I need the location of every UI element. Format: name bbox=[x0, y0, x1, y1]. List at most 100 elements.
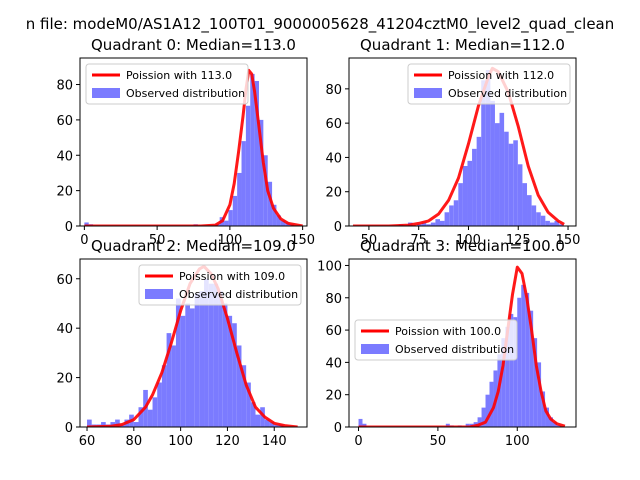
legend-bar-swatch bbox=[145, 289, 173, 299]
histogram-bar bbox=[180, 315, 186, 427]
y-tick-label: 60 bbox=[56, 114, 73, 129]
legend-label-poisson: Poission with 109.0 bbox=[179, 270, 285, 283]
histogram-bar bbox=[430, 222, 436, 226]
histogram-bar bbox=[161, 365, 167, 427]
y-tick-label: 60 bbox=[56, 273, 73, 288]
histogram-bar bbox=[525, 292, 530, 427]
subplot-quadrant-0: 0 50 100 150 0 20 40 60 80 Quadrant 0: Median=113… bbox=[56, 36, 315, 248]
subplot-quadrant-2: 60 80 100 120 140 0 20 40 60 Quadrant 2: Median=1… bbox=[56, 237, 308, 449]
axes-frame bbox=[348, 258, 577, 428]
x-tick-label: 0 bbox=[354, 434, 362, 449]
legend-box bbox=[85, 63, 249, 105]
histogram-bar bbox=[527, 195, 532, 226]
legend-label-poisson: Poission with 100.0 bbox=[395, 325, 501, 338]
histogram-bar bbox=[445, 423, 450, 427]
x-tick-label: 75 bbox=[410, 233, 427, 248]
legend: Poission with 112.0 Observed distribution bbox=[407, 63, 571, 105]
histogram-bar bbox=[84, 222, 89, 226]
subplot-quadrant-1: 50 75 100 125 150 0 20 40 60 80 Quadrant 1: Median… bbox=[325, 36, 580, 248]
histogram-bar bbox=[485, 70, 491, 226]
histogram-bar bbox=[263, 155, 268, 226]
histogram-bar bbox=[245, 105, 251, 226]
histogram-bar bbox=[552, 422, 557, 427]
histogram-bar bbox=[115, 419, 120, 427]
x-tick-label: 140 bbox=[262, 434, 287, 449]
figure-suptitle: n file: modeM0/AS1A12_100T01_9000005628_… bbox=[25, 15, 615, 33]
histogram-bar bbox=[358, 418, 363, 427]
histogram-bar bbox=[504, 131, 509, 226]
histogram-bar bbox=[529, 310, 534, 427]
axes-frame bbox=[79, 258, 308, 428]
histogram-bar bbox=[272, 204, 277, 226]
histogram-bar bbox=[227, 315, 233, 427]
histogram-bar bbox=[465, 423, 470, 427]
histogram-bar bbox=[280, 220, 286, 226]
histogram-bar bbox=[472, 148, 477, 226]
histogram-bar bbox=[189, 308, 195, 427]
legend-label-poisson: Poission with 112.0 bbox=[448, 69, 554, 82]
y-tick-label: 20 bbox=[325, 186, 342, 201]
histogram-bar bbox=[218, 291, 223, 427]
y-tick-label: 0 bbox=[65, 220, 73, 235]
plot-area bbox=[84, 68, 303, 226]
histogram-bar bbox=[531, 205, 537, 226]
y-tick-label: 40 bbox=[56, 322, 73, 337]
histogram-bar bbox=[449, 205, 454, 226]
y-tick-label: 20 bbox=[56, 185, 73, 200]
x-tick-label: 150 bbox=[556, 233, 581, 248]
histogram-bar bbox=[481, 407, 486, 427]
histogram-bar bbox=[185, 303, 190, 427]
histogram-bar bbox=[559, 224, 564, 226]
histogram-bar bbox=[264, 419, 270, 427]
x-tick-label: 50 bbox=[430, 434, 447, 449]
histogram-bar bbox=[166, 333, 172, 427]
histogram-bar bbox=[241, 365, 247, 427]
histogram-bar bbox=[87, 419, 92, 427]
y-tick-label: 0 bbox=[334, 220, 342, 235]
legend: Poission with 100.0 Observed distribution bbox=[354, 319, 518, 361]
histogram-bar bbox=[417, 224, 422, 226]
histogram-bar bbox=[267, 181, 273, 226]
x-tick-label: 120 bbox=[215, 434, 240, 449]
histogram-bar bbox=[157, 382, 162, 427]
histogram-bar bbox=[485, 394, 490, 427]
histogram-bar bbox=[147, 409, 153, 427]
histogram-bar bbox=[453, 200, 459, 226]
histogram-bar bbox=[521, 284, 526, 427]
x-tick-label: 100 bbox=[456, 233, 481, 248]
histogram-bar bbox=[554, 220, 560, 226]
histogram-bar bbox=[274, 424, 279, 427]
histogram-bar bbox=[490, 100, 495, 226]
legend-box bbox=[354, 319, 518, 361]
histogram-bar bbox=[435, 219, 440, 226]
histogram-bar bbox=[236, 345, 242, 427]
histogram-bar bbox=[254, 80, 259, 226]
legend: Poission with 113.0 Observed distribution bbox=[85, 63, 249, 105]
y-tick-label: 0 bbox=[65, 421, 73, 436]
histogram-bar bbox=[541, 391, 546, 427]
poisson-curve bbox=[358, 265, 566, 427]
x-tick-label: 0 bbox=[80, 233, 88, 248]
histogram-bar bbox=[545, 220, 550, 226]
histogram-bar bbox=[545, 407, 550, 427]
histogram-bar bbox=[499, 112, 505, 226]
x-tick-label: 50 bbox=[149, 233, 166, 248]
histogram-bar bbox=[269, 422, 275, 427]
histogram-bar bbox=[556, 425, 561, 427]
y-tick-label: 60 bbox=[325, 117, 342, 132]
y-tick-label: 60 bbox=[325, 324, 342, 339]
histogram-bar bbox=[194, 293, 200, 427]
y-tick-label: 40 bbox=[56, 149, 73, 164]
histogram-bar bbox=[462, 166, 468, 226]
histogram-bar bbox=[505, 326, 510, 427]
legend-bar-swatch bbox=[92, 88, 120, 98]
histogram-bar bbox=[444, 212, 450, 226]
histogram-bar bbox=[101, 422, 106, 427]
plot-area bbox=[358, 265, 566, 427]
histogram-bar bbox=[421, 222, 427, 226]
subplot-title: Quadrant 0: Median=113.0 bbox=[91, 36, 296, 54]
histogram-bar bbox=[494, 123, 500, 226]
histogram-bar bbox=[522, 183, 528, 226]
histogram-bar bbox=[175, 298, 181, 427]
